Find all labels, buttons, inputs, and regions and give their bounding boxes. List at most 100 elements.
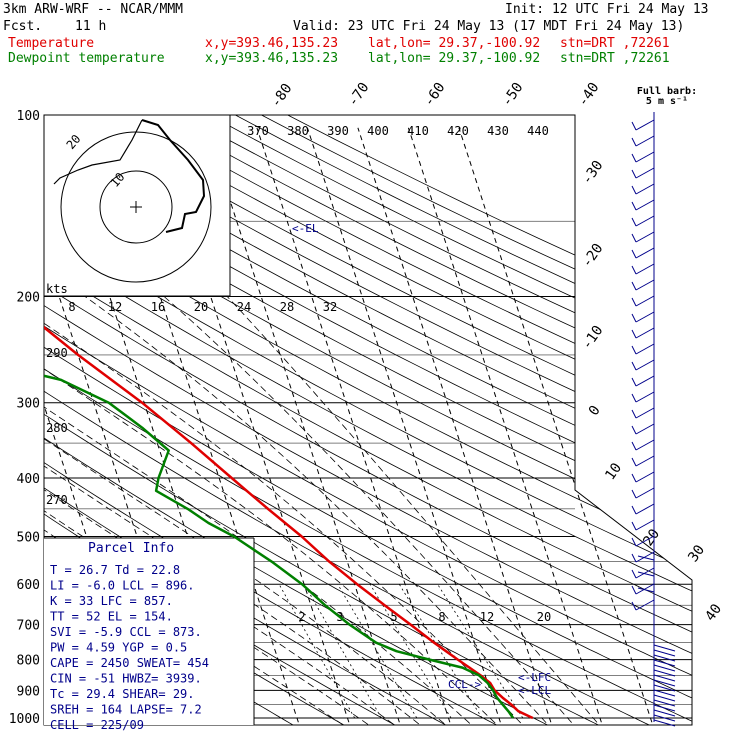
wind-barb-flag [631, 313, 637, 323]
indices-box: Parcel Info T = 26.7 Td = 22.8 LI = -6.0 L… [44, 537, 255, 732]
isotherm-label: -80 [268, 81, 296, 111]
theta-label: 370 [247, 124, 269, 138]
valid-time: Valid: 23 UTC Fri 24 May 13 (17 MDT Fri … [293, 19, 685, 34]
wind-barb-flag [631, 185, 637, 195]
wind-barb [635, 407, 655, 419]
temperature-xy: x,y=393.46,135.23 [205, 36, 339, 51]
wind-barb [635, 471, 655, 483]
wind-barb-flag [631, 409, 637, 419]
theta-label-left: 290 [46, 346, 68, 360]
mixing-ratio-line [337, 584, 418, 719]
index-row: K = 33 LFC = 857. [50, 594, 173, 608]
wind-barb-flag [631, 473, 637, 483]
theta-label: 380 [287, 124, 309, 138]
wind-barb-low [653, 704, 676, 712]
wind-barb-low [653, 689, 676, 697]
theta-label: 440 [527, 124, 549, 138]
wind-barb-flag [631, 521, 637, 531]
mixing-ratio-label: 2 [298, 610, 305, 624]
wind-barb-flag [631, 233, 637, 243]
wind-barb-flag [631, 361, 637, 371]
dry-adiabat-line [78, 115, 692, 725]
hodograph-units-label: kts [46, 282, 68, 296]
index-row: SREH = 164 LAPSE= 7.2 [50, 703, 202, 717]
mixing-ratio-line [398, 583, 483, 719]
isotherm-line [155, 127, 353, 725]
wind-barb [635, 551, 655, 563]
dry-adiabat-line [44, 115, 692, 725]
pressure-tick-label: 300 [17, 397, 40, 412]
isotherm-label: -60 [421, 80, 449, 110]
pressure-tick-label: 500 [17, 530, 40, 545]
mixing-ratio-label: 20 [537, 610, 551, 624]
wind-barb [635, 295, 655, 307]
wind-barb-low [653, 699, 676, 707]
dry-adiabat-line [44, 115, 692, 725]
wind-barb-low [653, 694, 676, 702]
dewpoint-station: stn=DRT ,72261 [560, 51, 670, 66]
speed-scale-label: 16 [151, 300, 165, 314]
indices-title: Parcel Info [88, 541, 174, 556]
header: 3km ARW-WRF -- NCAR/MMM Init: 12 UTC Fri… [0, 0, 740, 70]
dry-adiabat-line [44, 115, 692, 725]
isotherm-line [407, 127, 605, 725]
wind-barb [635, 263, 655, 275]
wind-barb-flag [631, 505, 637, 515]
dry-adiabat-line [44, 115, 692, 725]
wind-barb-flag [631, 217, 637, 227]
mixing-ratio-line [369, 583, 452, 719]
index-row: T = 26.7 Td = 22.8 [50, 563, 180, 577]
wind-barb [637, 555, 655, 561]
wind-barb-flag [631, 345, 637, 355]
theta-label: 430 [487, 124, 509, 138]
isotherm-label: 30 [685, 542, 708, 565]
wind-barb-low [653, 719, 676, 727]
wind-barb [637, 587, 655, 593]
index-row: CAPE = 2450 SWEAT= 454 [50, 656, 209, 670]
wind-barb [635, 391, 655, 403]
wind-barb [635, 503, 655, 515]
wind-barb [637, 571, 655, 577]
moist-adiabat-line [44, 296, 352, 725]
pressure-tick-label: 700 [17, 619, 40, 634]
wind-barb [635, 359, 655, 371]
dewpoint-xy: x,y=393.46,135.23 [205, 51, 339, 66]
init-time: Init: 12 UTC Fri 24 May 13 [505, 2, 709, 17]
index-row: TT = 52 EL = 154. [50, 610, 173, 624]
wind-barb [635, 327, 655, 339]
wind-barb-flag [631, 297, 637, 307]
wind-barb [635, 199, 655, 211]
moist-adiabat-line [44, 296, 504, 725]
mixing-ratio-label: 5 [390, 610, 397, 624]
hodograph-trace [141, 119, 206, 233]
speed-scale-label: 28 [280, 300, 294, 314]
ccl-marker: CCL-> [448, 678, 481, 691]
wind-barb [635, 343, 655, 355]
dry-adiabat-line [182, 115, 692, 725]
speed-scale-label: 32 [323, 300, 337, 314]
wind-barb-low [653, 709, 676, 717]
isotherm-line [458, 127, 656, 725]
theta-label-left: 270 [46, 493, 68, 507]
isotherm-label: -10 [579, 323, 607, 353]
temperature-station: stn=DRT ,72261 [560, 36, 670, 51]
theta-label: 420 [447, 124, 469, 138]
dry-adiabat-line [52, 115, 692, 725]
isotherm-label: -20 [579, 241, 607, 271]
speed-scale-label: 20 [194, 300, 208, 314]
temperature-label: Temperature [8, 36, 95, 51]
isotherm-label: 10 [602, 460, 625, 483]
wind-barb-flag [631, 457, 637, 467]
dry-adiabat-line [44, 115, 692, 725]
dry-adiabat-line [287, 115, 692, 725]
index-row: CELL = 225/09 [50, 718, 144, 732]
wind-barb [635, 375, 655, 387]
theta-label-left: 280 [46, 421, 68, 435]
wind-barb-flag [631, 137, 637, 147]
index-row: Tc = 29.4 SHEAR= 29. [50, 687, 195, 701]
moist-adiabat-line [226, 296, 605, 725]
profile-series [44, 115, 534, 720]
theta-label: 390 [327, 124, 349, 138]
wind-barb [635, 279, 655, 291]
dry-adiabat-line [44, 115, 692, 725]
